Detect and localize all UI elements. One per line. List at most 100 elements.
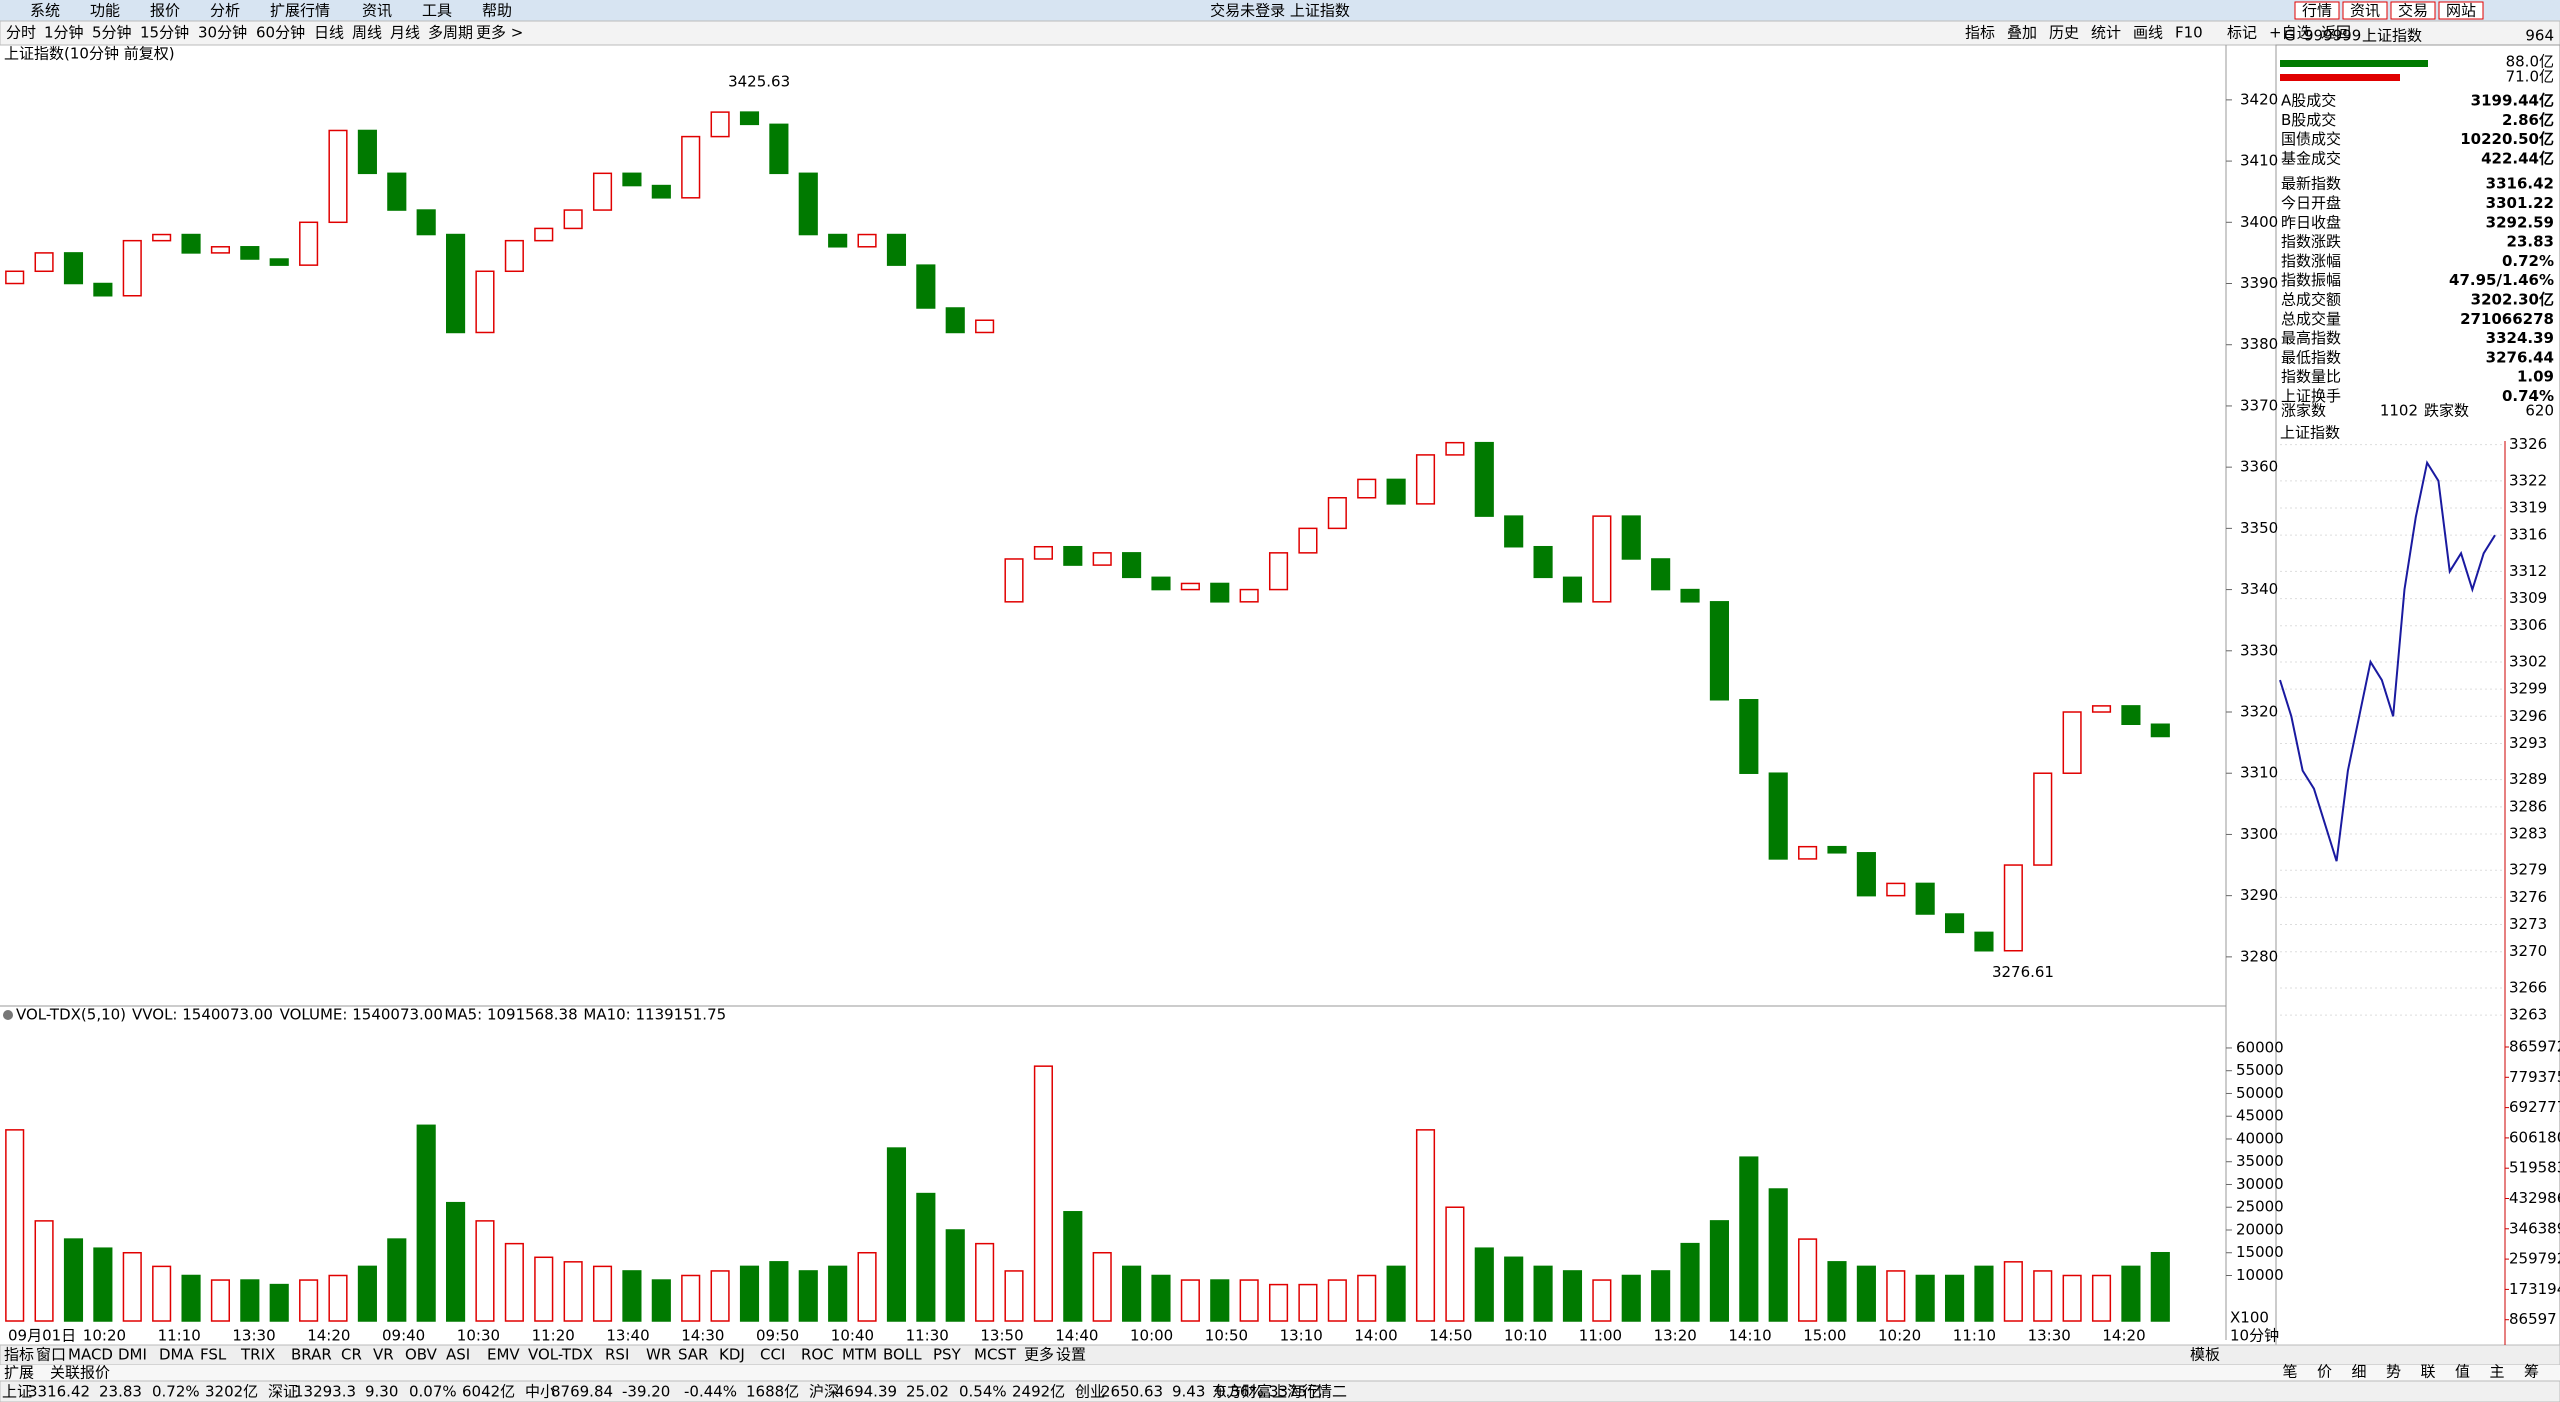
indicator-tab[interactable]: ASI <box>446 1346 470 1364</box>
period-tab[interactable]: 日线 <box>314 24 344 42</box>
status-item: 6042亿 <box>462 1383 515 1401</box>
bottom-tab[interactable]: 势 <box>2386 1363 2401 1381</box>
period-tab[interactable]: 15分钟 <box>140 24 189 42</box>
status-item: 0.72% <box>152 1383 200 1401</box>
indicator-tab[interactable]: MACD <box>68 1346 113 1364</box>
indicator-tab[interactable]: VOL-TDX <box>528 1346 593 1364</box>
period-tab[interactable]: 1分钟 <box>44 24 84 42</box>
indicator-tab[interactable]: BOLL <box>883 1346 922 1364</box>
mini-vol-label: 346389 <box>2509 1219 2560 1237</box>
volume-bar <box>1004 1270 1024 1322</box>
period-tab[interactable]: 多周期 <box>428 24 473 42</box>
indicator-tab[interactable]: WR <box>646 1346 671 1364</box>
indicator-tab[interactable]: ROC <box>801 1346 834 1364</box>
x-tick-label: 11:10 <box>158 1327 201 1345</box>
tool-button[interactable]: 标记 <box>2227 24 2257 42</box>
tool-button[interactable]: 指标 <box>1965 24 1995 42</box>
menu-button-label[interactable]: 行情 <box>2302 2 2332 20</box>
menu-button[interactable] <box>2438 1 2484 20</box>
tool-button[interactable]: F10 <box>2175 24 2203 42</box>
volume-bar <box>1239 1279 1259 1322</box>
menu-button-label[interactable]: 交易 <box>2398 2 2428 20</box>
indicator-tab[interactable]: RSI <box>605 1346 629 1364</box>
indicator-tab[interactable]: KDJ <box>719 1346 745 1364</box>
bottom-tab[interactable]: 联 <box>2420 1363 2435 1381</box>
row-value: 23.83 <box>2507 233 2554 251</box>
volume-bar <box>739 1265 760 1322</box>
menu-item[interactable]: 系统 <box>30 2 60 20</box>
period-tab[interactable]: 分时 <box>6 24 36 42</box>
mini-tick-label: 3306 <box>2509 616 2547 634</box>
y-tick-label: 10000 <box>2236 1266 2284 1284</box>
bottom-tab[interactable]: 主 <box>2489 1363 2504 1381</box>
period-tab[interactable]: 月线 <box>390 24 420 42</box>
indicator-tab[interactable]: 指标 <box>4 1346 34 1364</box>
menu-button[interactable] <box>2294 1 2340 20</box>
candle <box>63 252 84 285</box>
x-tick-label: 11:10 <box>1953 1327 1996 1345</box>
indicator-tab[interactable]: DMI <box>118 1346 147 1364</box>
candle <box>93 282 113 297</box>
row-label: B股成交 <box>2281 111 2336 129</box>
menu-button-label[interactable]: 资讯 <box>2350 2 2380 20</box>
candle <box>592 172 613 211</box>
indicator-tab[interactable]: SAR <box>678 1346 708 1364</box>
tool-button[interactable]: 画线 <box>2133 24 2163 42</box>
indicator-tab[interactable]: VR <box>373 1346 394 1364</box>
menu-item[interactable]: 工具 <box>422 2 452 20</box>
menu-item[interactable]: 功能 <box>90 2 120 20</box>
menu-item[interactable]: 报价 <box>150 2 180 20</box>
sheet-tab[interactable]: 关联报价 <box>50 1364 110 1382</box>
row-value: 3202.30亿 <box>2471 291 2554 309</box>
volume-bar <box>769 1261 789 1322</box>
tool-button[interactable]: 统计 <box>2091 24 2121 42</box>
volume-bar <box>2091 1274 2112 1322</box>
indicator-tab[interactable]: OBV <box>405 1346 438 1364</box>
volume-bar <box>504 1242 524 1322</box>
bottom-tab[interactable]: 细 <box>2351 1363 2366 1381</box>
indicator-tab[interactable]: PSY <box>933 1346 962 1364</box>
indicator-tab[interactable]: 更多 <box>1024 1346 1054 1364</box>
tool-button[interactable]: 返回 <box>2321 24 2351 42</box>
period-tab[interactable]: 周线 <box>352 24 382 42</box>
bottom-tab[interactable]: 价 <box>2317 1363 2332 1381</box>
period-more[interactable]: 更多 > <box>476 24 523 42</box>
y-tick-label: 60000 <box>2236 1038 2284 1056</box>
mini-tick-label: 3283 <box>2509 825 2547 843</box>
tool-button[interactable]: +自选 <box>2269 24 2312 42</box>
menu-button[interactable] <box>2390 1 2436 20</box>
indicator-tab[interactable]: FSL <box>200 1346 227 1364</box>
mini-vol-label: 86597 <box>2509 1310 2557 1328</box>
indicator-tab[interactable]: CR <box>341 1346 362 1364</box>
chart-title: 上证指数(10分钟 前复权) <box>4 45 175 63</box>
bottom-tab[interactable]: 值 <box>2455 1363 2470 1381</box>
indicator-tab[interactable]: MCST <box>974 1346 1017 1364</box>
bottom-tab[interactable]: 筹 <box>2524 1363 2539 1381</box>
sheet-tab[interactable]: 扩展 <box>4 1364 34 1382</box>
menu-button[interactable] <box>2342 1 2388 20</box>
x-tick-label: 10:50 <box>1205 1327 1248 1345</box>
period-tab[interactable]: 60分钟 <box>256 24 305 42</box>
menu-item[interactable]: 扩展行情 <box>270 2 330 20</box>
menu-item[interactable]: 分析 <box>210 2 240 20</box>
row-label: 指数振幅 <box>2281 271 2341 289</box>
indicator-tab[interactable]: MTM <box>842 1346 877 1364</box>
period-tab[interactable]: 30分钟 <box>198 24 247 42</box>
tool-button[interactable]: 叠加 <box>2007 24 2037 42</box>
tool-button[interactable]: 历史 <box>2049 24 2079 42</box>
indicator-tab[interactable]: 窗口 <box>36 1346 66 1364</box>
y-tick-label: 30000 <box>2236 1175 2284 1193</box>
menu-button-label[interactable]: 网站 <box>2446 2 2476 20</box>
menu-item[interactable]: 帮助 <box>482 2 512 20</box>
indicator-tab[interactable]: BRAR <box>291 1346 332 1364</box>
period-tab[interactable]: 5分钟 <box>92 24 132 42</box>
template-button[interactable]: 模板 <box>2190 1346 2220 1364</box>
indicator-tab[interactable]: TRIX <box>240 1346 275 1364</box>
bottom-tab[interactable]: 笔 <box>2282 1363 2297 1381</box>
indicator-tab[interactable]: EMV <box>487 1346 520 1364</box>
indicator-tab[interactable]: 设置 <box>1056 1346 1086 1364</box>
x-tick-label: 14:20 <box>2102 1327 2145 1345</box>
indicator-tab[interactable]: CCI <box>760 1346 785 1364</box>
menu-item[interactable]: 资讯 <box>362 2 392 20</box>
indicator-tab[interactable]: DMA <box>159 1346 194 1364</box>
